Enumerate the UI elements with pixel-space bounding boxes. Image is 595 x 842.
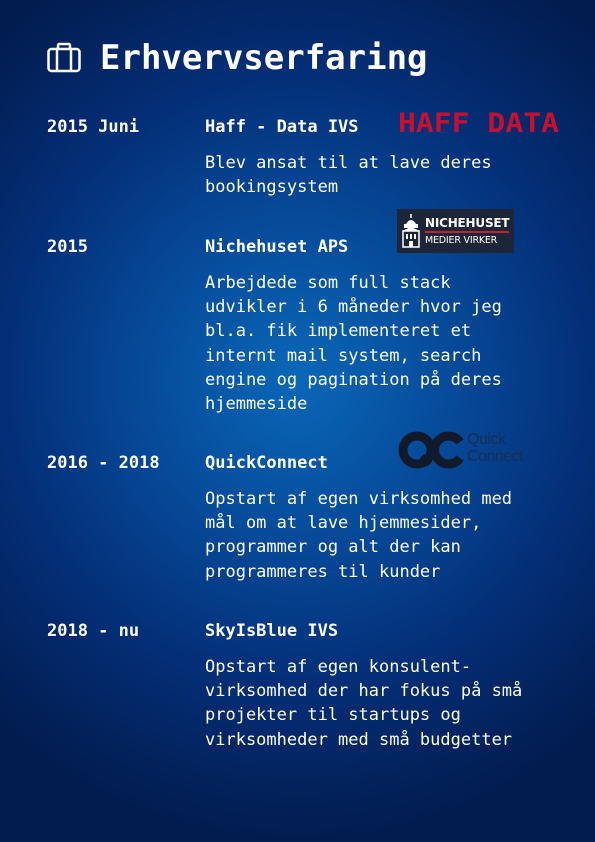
building-icon (402, 214, 420, 248)
entry-company: SkyIsBlue IVS (205, 621, 339, 641)
haff-data-logo: HAFF DATA (398, 108, 559, 139)
entry-description: Blev ansat til at lave deres bookingsyst… (205, 153, 492, 198)
nichehuset-logo: NICHEHUSET MEDIER VIRKER (397, 209, 514, 253)
nichehuset-logo-subtitle: MEDIER VIRKER (425, 235, 498, 246)
quickconnect-mark-icon (398, 431, 464, 469)
briefcase-icon (47, 42, 81, 73)
nichehuset-logo-rule (425, 231, 509, 233)
entry-date: 2015 (47, 237, 88, 257)
section-header: Erhvervserfaring (46, 38, 428, 78)
entry-date: 2015 Juni (47, 117, 140, 137)
quickconnect-logo-line2: Connect (467, 448, 524, 465)
entry-company: Nichehuset APS (205, 237, 349, 257)
haff-data-logo-text: HAFF DATA (398, 108, 559, 139)
entry-date: 2016 - 2018 (47, 453, 160, 473)
nichehuset-logo-name: NICHEHUSET (425, 216, 510, 230)
entry-description: Opstart af egen virksomhed med mål om at… (205, 489, 513, 582)
quickconnect-logo-text: Quick Connect (467, 431, 524, 465)
quickconnect-logo: Quick Connect (397, 429, 547, 471)
entry-description: Arbejdede som full stack udvikler i 6 må… (205, 273, 502, 415)
quickconnect-logo-line1: Quick (467, 431, 506, 448)
entry-company: QuickConnect (205, 453, 328, 473)
entry-company: Haff - Data IVS (205, 117, 359, 137)
entry-description: Opstart af egen konsulent- virksomhed de… (205, 657, 523, 750)
entry-date: 2018 - nu (47, 621, 140, 641)
page-title: Erhvervserfaring (100, 38, 428, 78)
